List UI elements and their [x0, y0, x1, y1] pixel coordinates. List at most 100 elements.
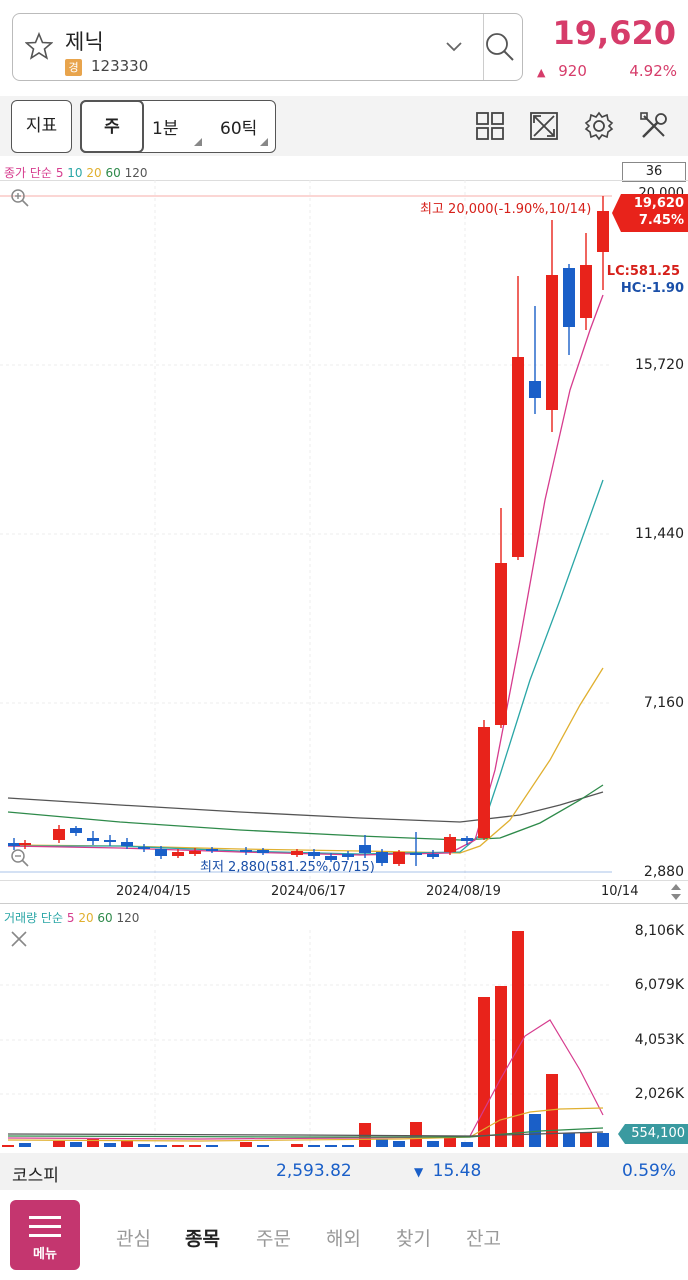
- candle-body: [563, 268, 575, 327]
- period-60tick-button[interactable]: 60틱: [220, 119, 258, 139]
- y-tick-label: 2,880: [643, 864, 684, 880]
- volume-bar: [70, 1142, 82, 1147]
- change-percent: 4.92%: [629, 62, 677, 80]
- legend-ma5: 5: [55, 166, 64, 180]
- volume-bar: [342, 1145, 354, 1147]
- volume-legend-ma5: 5: [66, 911, 75, 925]
- candle-body: [461, 838, 473, 841]
- volume-bar: [155, 1145, 167, 1147]
- nav-item-search[interactable]: 찾기: [396, 1228, 431, 1250]
- current-price-tag-value: 19,620: [633, 196, 684, 211]
- volume-bar: [138, 1144, 150, 1147]
- price-change: ▲ 920 4.92%: [537, 62, 677, 80]
- candle-body: [70, 828, 82, 833]
- volume-y-tick: 4,053K: [634, 1032, 684, 1048]
- stock-code: 123330: [91, 57, 149, 75]
- candle-body: [512, 357, 524, 557]
- chevron-down-icon[interactable]: [445, 41, 463, 53]
- candle-body: [393, 852, 405, 864]
- legend-ma60: 60: [105, 166, 121, 180]
- current-price-tag: 19,620 7.45%: [612, 194, 688, 232]
- candle-body: [376, 852, 388, 863]
- candle-body: [580, 265, 592, 318]
- candle-body: [53, 829, 65, 840]
- candle-body: [257, 850, 269, 853]
- volume-bar: [87, 1139, 99, 1147]
- x-tick-label: 2024/04/15: [116, 884, 191, 899]
- candle-body: [240, 850, 252, 852]
- volume-chart[interactable]: [0, 925, 688, 1153]
- menu-label: 메뉴: [33, 1247, 57, 1262]
- candle-body: [444, 837, 456, 852]
- hc-value: HC:-1.90: [620, 281, 684, 296]
- candle-body: [410, 853, 422, 855]
- dropdown-corner-icon: [194, 138, 202, 146]
- candle-body: [291, 851, 303, 855]
- volume-bar: [291, 1144, 303, 1147]
- zoom-out-icon[interactable]: [10, 848, 30, 868]
- volume-legend-title: 거래량 단순: [4, 911, 64, 925]
- menu-hamburger-line: [29, 1234, 61, 1237]
- candle-body: [138, 847, 150, 849]
- moving-average-line: [7, 667, 604, 854]
- legend-title: 종가 단순: [4, 166, 52, 180]
- nav-item-watchlist[interactable]: 관심: [116, 1228, 151, 1250]
- volume-bar: [393, 1141, 405, 1147]
- candle-body: [342, 854, 354, 857]
- lc-value: LC:581.25: [606, 264, 680, 279]
- x-tick-label: 2024/08/19: [426, 884, 501, 899]
- menu-hamburger-line: [29, 1216, 61, 1219]
- close-icon[interactable]: [10, 930, 28, 948]
- chart-divider: [0, 180, 688, 181]
- volume-y-tick: 2,026K: [634, 1086, 684, 1102]
- nav-item-overseas[interactable]: 해외: [326, 1228, 361, 1250]
- fullscreen-icon[interactable]: [528, 110, 560, 142]
- volume-bar: [427, 1141, 439, 1147]
- legend-ma120: 120: [124, 166, 148, 180]
- market-index-bar[interactable]: 코스피 2,593.82 ▼ 15.48 0.59%: [0, 1153, 688, 1190]
- candle-body: [546, 275, 558, 410]
- volume-y-tick: 6,079K: [634, 977, 684, 993]
- up-triangle-icon: ▲: [537, 66, 546, 79]
- nav-item-stock[interactable]: 종목: [185, 1228, 220, 1250]
- nav-item-balance[interactable]: 잔고: [466, 1228, 501, 1250]
- candle-body: [172, 852, 184, 856]
- period-week-button[interactable]: 주: [80, 100, 144, 153]
- layout-grid-icon[interactable]: [474, 110, 506, 142]
- volume-current-tag: 554,100: [618, 1124, 688, 1144]
- volume-bar: [240, 1142, 252, 1147]
- candle-count-box[interactable]: 36: [622, 162, 686, 182]
- dropdown-corner-icon: [260, 138, 268, 146]
- menu-button[interactable]: 메뉴: [10, 1200, 80, 1270]
- volume-bar: [529, 1114, 541, 1147]
- volume-bar: [172, 1145, 184, 1147]
- search-divider: [483, 14, 484, 80]
- tools-icon[interactable]: [638, 110, 670, 142]
- period-1min-button[interactable]: 1분: [152, 119, 179, 139]
- price-tag-shape: [612, 194, 688, 232]
- gear-icon[interactable]: [583, 110, 615, 142]
- volume-bar: [410, 1122, 422, 1147]
- x-tick-label: 2024/06/17: [271, 884, 346, 899]
- star-outline-icon[interactable]: [25, 32, 53, 60]
- volume-bar: [563, 1133, 575, 1147]
- pane-divider: [0, 903, 688, 904]
- search-icon[interactable]: [483, 30, 517, 64]
- volume-bar: [512, 931, 524, 1147]
- candlestick-chart: [0, 180, 612, 880]
- indicator-button[interactable]: 지표: [11, 100, 72, 153]
- candle-body: [189, 851, 201, 854]
- zoom-in-icon[interactable]: [10, 188, 30, 208]
- volume-bar: [257, 1145, 269, 1147]
- candle-body: [8, 843, 20, 846]
- candle-body: [529, 381, 541, 398]
- market-name: 코스피: [12, 1166, 59, 1186]
- stock-search-box[interactable]: 제닉 경 123330: [12, 13, 523, 81]
- volume-bar: [206, 1145, 218, 1147]
- legend-ma20: 20: [86, 166, 102, 180]
- candle-body: [87, 838, 99, 841]
- nav-item-order[interactable]: 주문: [256, 1228, 291, 1250]
- stock-name: 제닉: [65, 30, 104, 54]
- resize-arrows-icon[interactable]: [670, 883, 682, 901]
- moving-average-line: [7, 791, 604, 823]
